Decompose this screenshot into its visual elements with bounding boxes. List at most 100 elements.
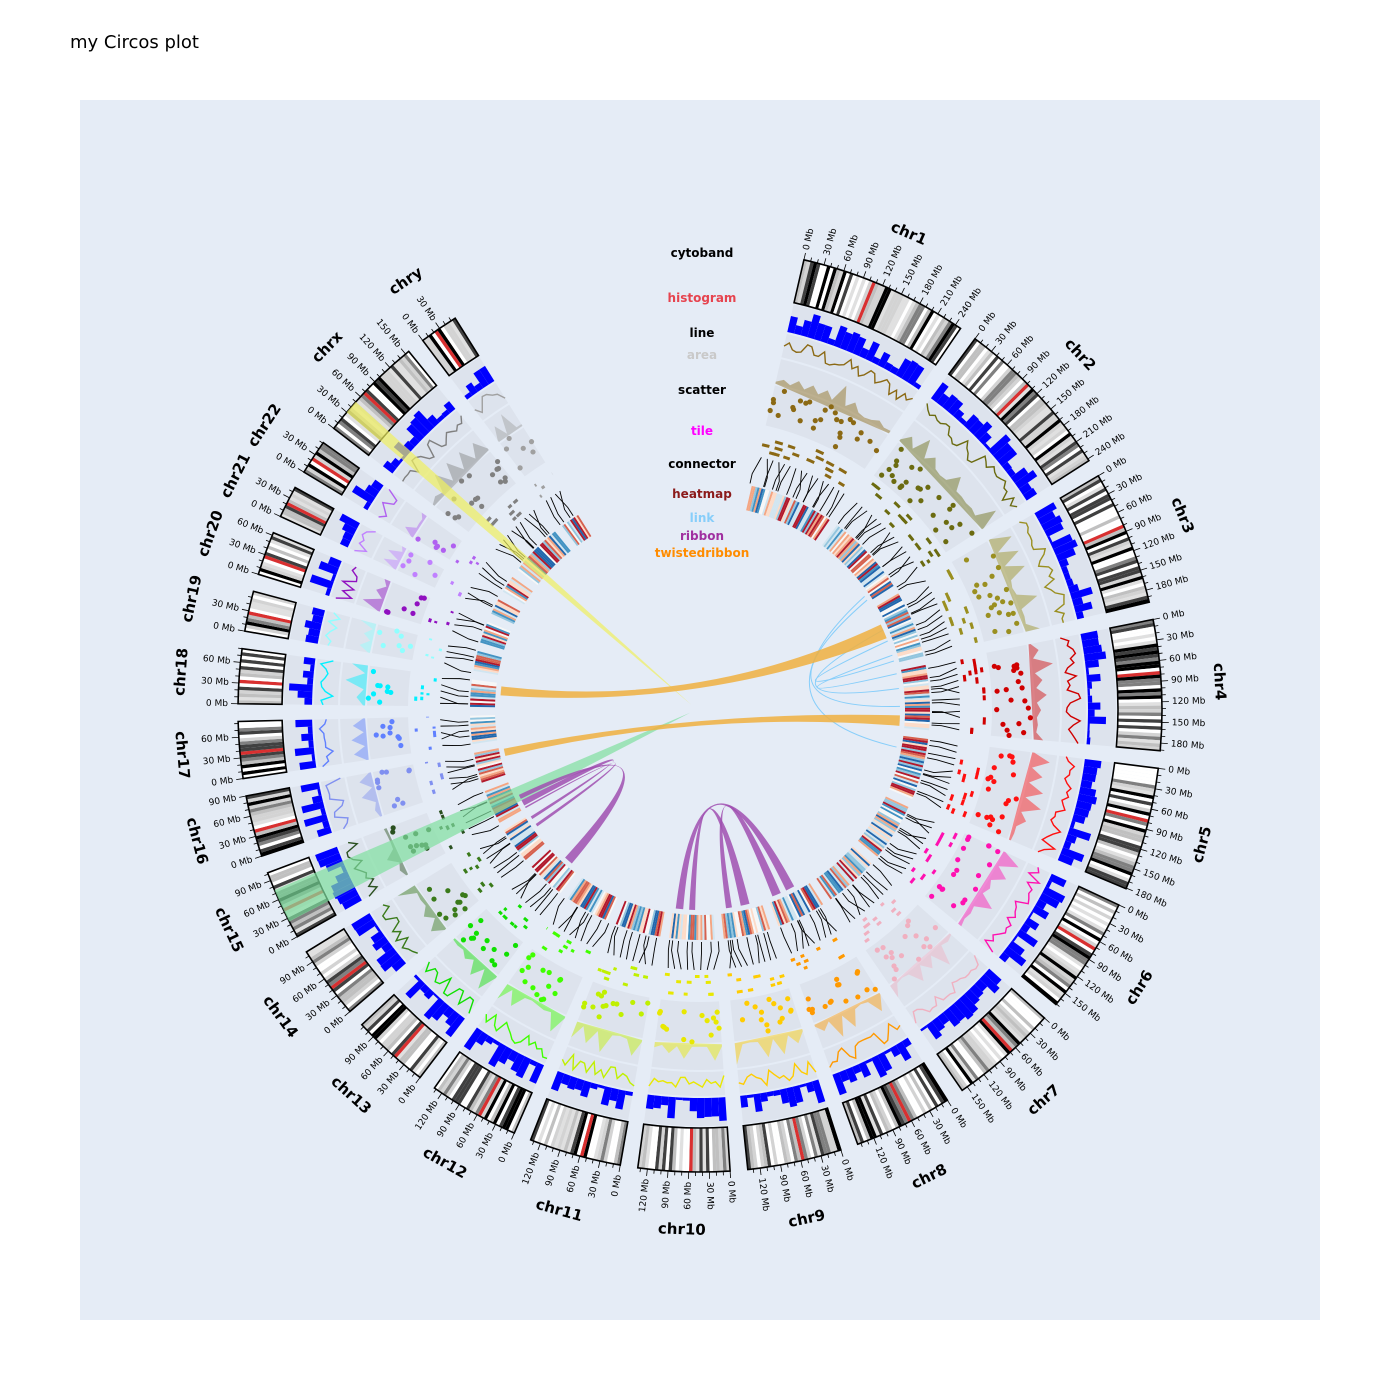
scatter-point <box>807 399 813 405</box>
cytoband-segment <box>1092 851 1135 870</box>
tick-mark <box>272 892 277 896</box>
tick-mark <box>780 1164 783 1172</box>
scatter-point <box>452 906 458 913</box>
heatmap-cell <box>737 911 745 937</box>
tick-label: 30 Mb <box>587 1170 603 1200</box>
cytoband-segment <box>870 288 892 330</box>
cytoband-segment <box>442 1057 470 1096</box>
heatmap-cell <box>902 741 928 748</box>
cytoband-segment <box>280 513 322 535</box>
tick-mark <box>258 551 266 556</box>
tile-segment <box>890 899 897 905</box>
tick-mark <box>1136 861 1141 864</box>
cytoband-segment <box>887 297 911 338</box>
histogram-bar <box>958 417 967 426</box>
heatmap-cell <box>903 685 929 690</box>
heatmap-cell <box>882 801 906 815</box>
cytoband-segment <box>313 454 352 482</box>
heatmap-cell <box>798 888 813 912</box>
heatmap-cell <box>480 638 506 649</box>
heatmap-cell <box>886 615 911 628</box>
tick-mark <box>966 1086 972 1093</box>
tick-mark <box>473 1114 478 1122</box>
tile-segment <box>468 560 474 565</box>
connector-line <box>920 627 947 640</box>
heatmap-cell <box>904 720 930 725</box>
cytoband-segment <box>983 1015 1016 1050</box>
scatter-point <box>506 435 512 442</box>
cytoband-segment <box>569 1111 586 1155</box>
tile-segment <box>471 555 477 561</box>
heatmap-cell <box>880 806 904 820</box>
cytoband-segment <box>918 1064 945 1104</box>
tick-mark <box>1001 357 1005 361</box>
histogram-bar <box>342 531 354 542</box>
scatter-point <box>834 417 840 423</box>
cytoband-segment <box>951 340 981 378</box>
cytoband-segment <box>661 1126 669 1171</box>
tile-segment <box>832 937 838 943</box>
heatmap-cell <box>904 707 930 710</box>
tick-mark <box>1154 625 1159 627</box>
cytoband-segment <box>400 355 432 392</box>
scatter-point <box>1004 727 1010 733</box>
scatter-point <box>645 1000 651 1006</box>
connector-line <box>931 686 960 694</box>
cytoband-segment <box>671 1127 678 1172</box>
heatmap-cell <box>694 914 697 940</box>
cytoband-segment <box>827 269 844 313</box>
cytoband-segment <box>1076 508 1118 531</box>
connector-line <box>592 923 610 948</box>
heatmap-cell <box>632 906 642 931</box>
tile-segment <box>694 974 700 978</box>
histogram-bar <box>979 973 1000 994</box>
cytoband-segment <box>714 1127 720 1172</box>
scatter-point <box>872 986 878 992</box>
cytoband-segment <box>1111 626 1155 638</box>
scatter-point <box>638 1011 644 1017</box>
heatmap-cell <box>702 914 705 940</box>
tick-mark <box>813 1157 816 1162</box>
connector-line <box>495 548 522 563</box>
cytoband-segment <box>566 1110 583 1154</box>
histogram-bar <box>1003 946 1027 967</box>
scatter-point <box>752 1004 758 1010</box>
heatmap-cell <box>892 630 917 642</box>
heatmap-cell <box>533 549 554 569</box>
cytoband-segment <box>376 1008 410 1042</box>
heatmap-cell <box>623 903 634 928</box>
scatter-point <box>396 735 402 741</box>
histogram-bar <box>1087 695 1093 703</box>
cytoband-segment <box>292 906 333 931</box>
heatmap-cell <box>555 869 573 891</box>
heatmap-cell <box>891 626 916 638</box>
scatter-point <box>739 1017 746 1023</box>
cytoband-segment <box>1115 660 1160 669</box>
histogram-bar <box>1014 470 1038 489</box>
tick-label: 0 Mb <box>249 499 273 517</box>
cytoband-segment <box>668 1127 675 1172</box>
cytoband-segment <box>1087 537 1130 557</box>
tile-segment <box>776 981 783 986</box>
heatmap-cell <box>900 748 926 756</box>
cytoband-segment <box>987 1010 1021 1046</box>
cytoband-segment <box>1077 886 1119 909</box>
tick-mark <box>1022 373 1028 380</box>
cytoband-segment <box>345 977 382 1009</box>
scatter-point <box>986 862 993 868</box>
cytoband-segment <box>366 999 401 1033</box>
cytoband-segment <box>380 374 413 409</box>
connector-line <box>852 884 870 908</box>
histogram-bar <box>463 1027 483 1051</box>
cytoband-segment <box>406 351 437 388</box>
cytoband-segment <box>1115 664 1161 672</box>
cytoband-segment <box>1111 781 1156 793</box>
cytoband-segment <box>246 787 290 800</box>
heatmap-cell <box>827 869 846 890</box>
cytoband-segment <box>743 1125 752 1170</box>
heatmap-cell <box>793 891 807 915</box>
cytoband-segment <box>239 741 284 749</box>
cytoband-segment <box>241 648 286 658</box>
tick-mark <box>290 930 295 933</box>
tick-mark <box>487 1120 490 1125</box>
